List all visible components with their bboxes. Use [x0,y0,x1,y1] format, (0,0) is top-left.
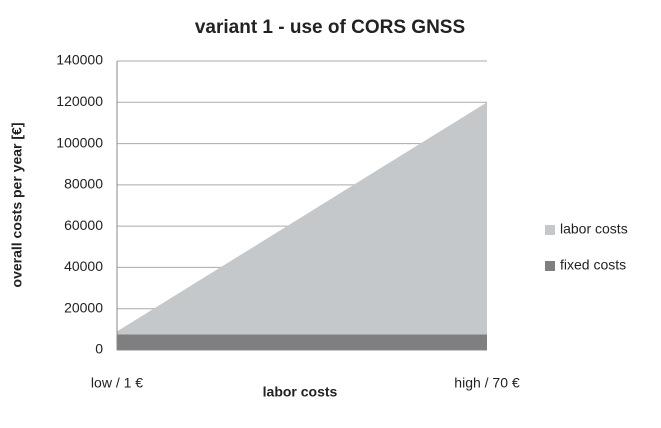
y-tick-label: 0 [95,341,103,357]
x-axis-label: labor costs [263,384,338,400]
x-tick-label: high / 70 € [454,375,520,391]
y-tick-label: 40000 [64,258,103,274]
y-tick-label: 120000 [56,93,103,109]
area [117,334,487,350]
legend-label: fixed costs [560,257,626,273]
y-axis-label: overall costs per year [€] [9,123,25,288]
legend-swatch [545,225,555,235]
legend-swatch [545,261,555,271]
chart-title: variant 1 - use of CORS GNSS [195,17,465,38]
y-tick-label: 20000 [64,299,103,315]
y-tick-label: 80000 [64,176,103,192]
x-tick-label: low / 1 € [91,375,143,391]
y-tick-label: 140000 [56,52,103,68]
area [117,102,487,335]
y-tick-label: 100000 [56,134,103,150]
legend-label: labor costs [560,221,628,237]
y-tick-label: 60000 [64,217,103,233]
